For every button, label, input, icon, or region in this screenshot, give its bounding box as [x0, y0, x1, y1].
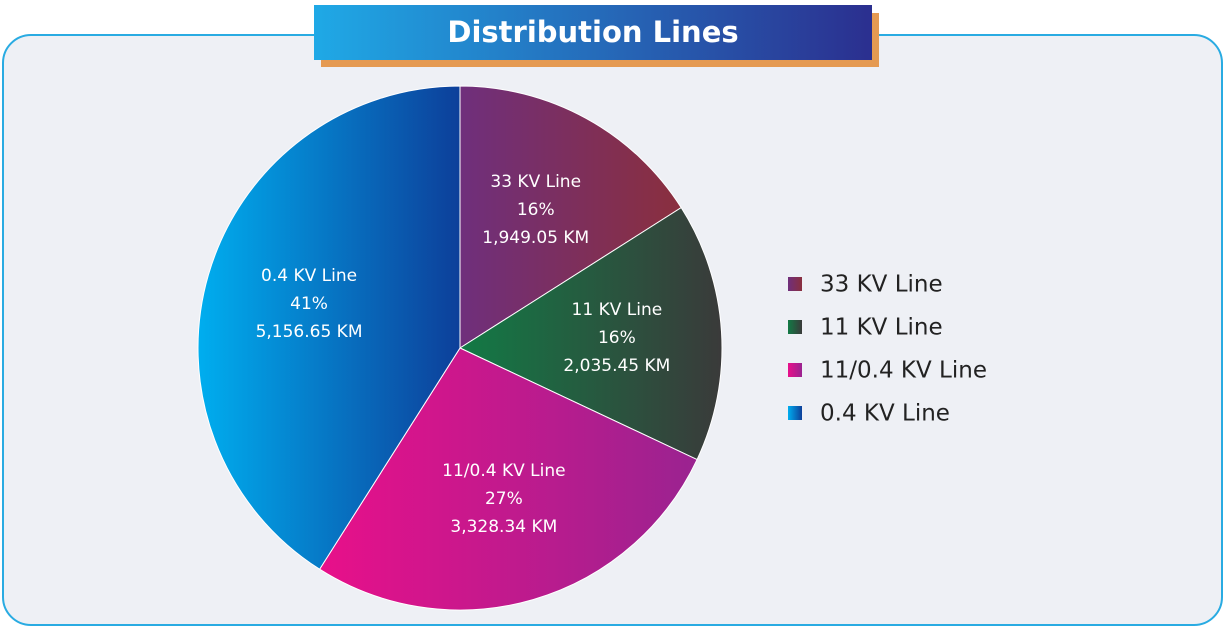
pie-slice: [459, 85, 682, 349]
legend-label: 0.4 KV Line: [820, 401, 950, 427]
slice-length: 3,328.34 KM: [450, 517, 557, 537]
chart-title: Distribution Lines: [447, 15, 738, 49]
pie-slice: [458, 206, 723, 461]
slice-label: 0.4 KV Line: [261, 266, 357, 286]
legend-label: 11/0.4 KV Line: [820, 358, 987, 384]
slice-percent: 16%: [598, 328, 636, 348]
slice-percent: 41%: [290, 294, 328, 314]
legend-swatch: [788, 363, 802, 377]
legend-swatch: [788, 406, 802, 420]
slice-length: 1,949.05 KM: [482, 228, 589, 248]
legend-label: 33 KV Line: [820, 272, 943, 298]
slice-label: 11 KV Line: [572, 300, 663, 320]
pie-slice: [197, 85, 461, 570]
slice-length: 5,156.65 KM: [256, 322, 363, 342]
legend-swatch: [788, 277, 802, 291]
legend-swatch: [788, 320, 802, 334]
slice-percent: 16%: [517, 200, 555, 220]
slice-label: 11/0.4 KV Line: [442, 461, 565, 481]
slice-label: 33 KV Line: [490, 172, 581, 192]
title-banner: [314, 5, 872, 60]
slice-length: 2,035.45 KM: [563, 356, 670, 376]
pie-slice: [318, 347, 698, 611]
legend-label: 11 KV Line: [820, 315, 943, 341]
slice-percent: 27%: [485, 489, 523, 509]
